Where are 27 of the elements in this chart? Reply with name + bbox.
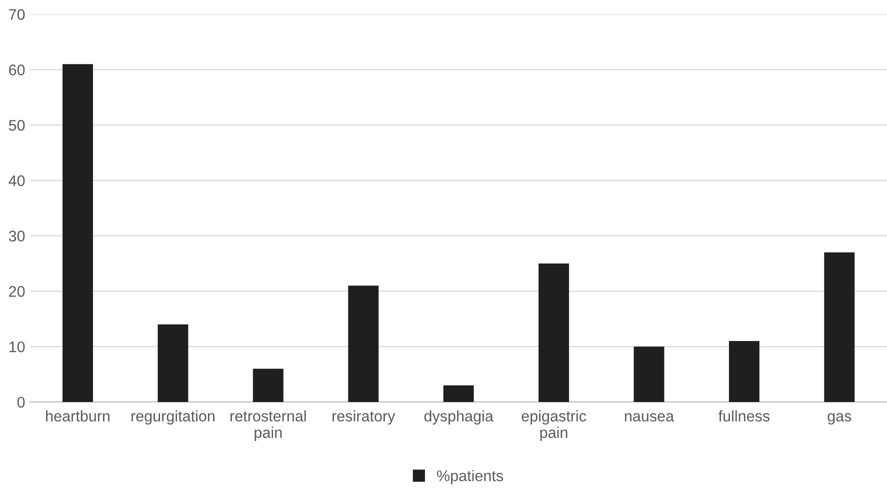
y-tick-label: 70 [9, 9, 25, 20]
y-tick-label: 30 [8, 230, 25, 242]
y-tick-label: 20 [9, 286, 25, 297]
x-tick-label: nausea [624, 413, 674, 422]
bar [158, 324, 188, 402]
y-tick-label: 50 [8, 120, 25, 131]
x-tick-label: retrosternal pain [230, 410, 306, 441]
x-tick-label: heartburn [46, 410, 110, 422]
y-tick-label: 0 [17, 396, 25, 408]
bar [443, 385, 474, 402]
x-tick-label: gas [828, 413, 852, 425]
y-tick-label: 10 [9, 341, 25, 352]
x-tick-label: epigastric pain [522, 410, 586, 441]
y-tick-label: 60 [9, 64, 25, 76]
x-tick-label: resiratory [332, 410, 396, 425]
bar [348, 286, 379, 402]
bar [62, 64, 93, 402]
x-tick-label: fullness [718, 410, 770, 422]
x-tick-label: regurgitation [132, 410, 214, 425]
y-tick-label: 40 [8, 175, 25, 186]
legend-label: %patients [437, 470, 504, 484]
bar [252, 368, 284, 402]
bar [634, 346, 664, 402]
bar [728, 341, 760, 402]
bar [538, 264, 570, 402]
x-tick-label: dysphagia [424, 410, 494, 425]
bar [824, 252, 855, 402]
